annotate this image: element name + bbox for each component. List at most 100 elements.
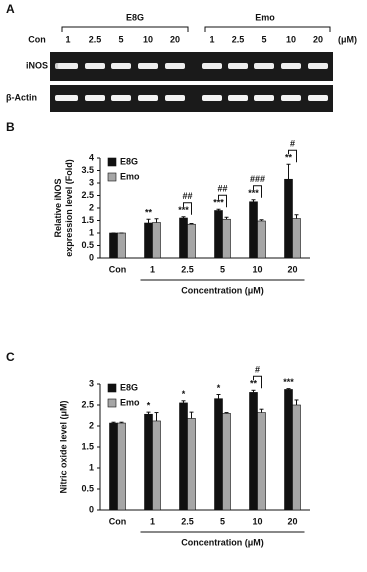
panel-label: B	[6, 120, 15, 134]
hash-label: ##	[182, 191, 192, 201]
significance: *	[147, 401, 151, 411]
hash-label: ##	[217, 184, 227, 194]
lane-label: 20	[313, 34, 323, 44]
significance: ***	[213, 198, 224, 208]
lane-label: 20	[170, 34, 180, 44]
bar	[249, 201, 258, 259]
bar	[292, 404, 301, 511]
x-tick-label: 20	[287, 264, 297, 274]
error-bar	[216, 394, 221, 399]
x-tick-label: 2.5	[181, 516, 194, 526]
error-bar	[181, 216, 186, 218]
error-bar	[259, 219, 264, 221]
error-bar	[111, 421, 116, 424]
band	[281, 95, 301, 101]
y-axis-label: Relative iNOS	[53, 178, 63, 237]
lane-label: 2.5	[232, 34, 245, 44]
row-label: iNOS	[26, 60, 48, 70]
x-axis-label: Concentration (μM)	[181, 285, 264, 295]
lane-label: 5	[261, 34, 266, 44]
x-tick-label: 2.5	[181, 264, 194, 274]
legend-swatch	[107, 172, 117, 182]
error-bar	[154, 412, 159, 421]
band	[254, 63, 274, 69]
legend-label: E8G	[120, 156, 138, 166]
row-label: β-Actin	[6, 92, 37, 102]
error-bar	[259, 408, 264, 413]
significance: **	[250, 379, 258, 389]
x-tick-label: 1	[150, 264, 155, 274]
y-tick-label: 2.5	[81, 399, 94, 409]
band	[254, 95, 274, 101]
error-bar	[146, 218, 151, 223]
bar	[284, 389, 293, 511]
significance: *	[217, 383, 221, 393]
bar	[144, 222, 153, 259]
bar	[144, 413, 153, 511]
y-tick-label: 0	[89, 252, 94, 262]
bar	[214, 210, 223, 259]
y-tick-label: 4	[89, 152, 94, 162]
bar	[109, 422, 118, 511]
error-bar	[189, 411, 194, 419]
y-tick-label: 0.5	[81, 483, 94, 493]
group-label: Emo	[255, 12, 275, 22]
band	[58, 95, 78, 101]
y-axis-label: expression level (Fold)	[64, 159, 74, 257]
unit-label: (μM)	[338, 34, 357, 44]
y-tick-label: 1	[89, 462, 94, 472]
hash-bracket	[183, 202, 192, 215]
band	[202, 95, 222, 101]
legend-label: E8G	[120, 382, 138, 392]
legend-label: Emo	[120, 397, 140, 407]
significance: ***	[178, 205, 189, 215]
x-tick-label: 5	[220, 516, 225, 526]
band	[138, 63, 158, 69]
panel-label: C	[6, 350, 15, 364]
lane-label: Con	[28, 34, 46, 44]
bar	[179, 402, 188, 511]
hash-bracket	[218, 194, 227, 208]
y-tick-label: 1	[89, 227, 94, 237]
bar	[257, 412, 266, 511]
y-tick-label: 3	[89, 177, 94, 187]
error-bar	[189, 223, 194, 225]
y-tick-label: 2	[89, 202, 94, 212]
bar	[152, 420, 161, 511]
band	[85, 95, 105, 101]
bar	[249, 392, 258, 511]
bar	[109, 232, 118, 259]
hash-label: ###	[250, 174, 265, 184]
bar	[117, 232, 126, 259]
x-tick-label: 10	[252, 516, 262, 526]
bar	[214, 398, 223, 511]
band	[202, 63, 222, 69]
significance: *	[182, 389, 186, 399]
legend-swatch	[107, 383, 117, 393]
significance: **	[285, 153, 293, 163]
lane-label: 10	[286, 34, 296, 44]
group-bracket	[204, 26, 331, 32]
significance: **	[145, 208, 153, 218]
x-tick-label: Con	[109, 264, 127, 274]
bar	[222, 413, 231, 511]
y-tick-label: 0.5	[81, 240, 94, 250]
bar	[117, 422, 126, 511]
group-label: E8G	[126, 12, 144, 22]
x-axis-label: Concentration (μM)	[181, 537, 264, 547]
y-tick-label: 3	[89, 378, 94, 388]
error-bar	[294, 214, 299, 219]
error-bar	[286, 163, 291, 180]
y-tick-label: 2.5	[81, 190, 94, 200]
band	[138, 95, 158, 101]
bar	[179, 217, 188, 259]
error-bar	[224, 216, 229, 220]
error-bar	[294, 399, 299, 405]
band	[111, 63, 131, 69]
band	[308, 63, 328, 69]
error-bar	[119, 421, 124, 424]
band	[58, 63, 78, 69]
hash-bracket	[288, 149, 297, 163]
y-tick-label: 1.5	[81, 441, 94, 451]
error-bar	[224, 412, 229, 414]
